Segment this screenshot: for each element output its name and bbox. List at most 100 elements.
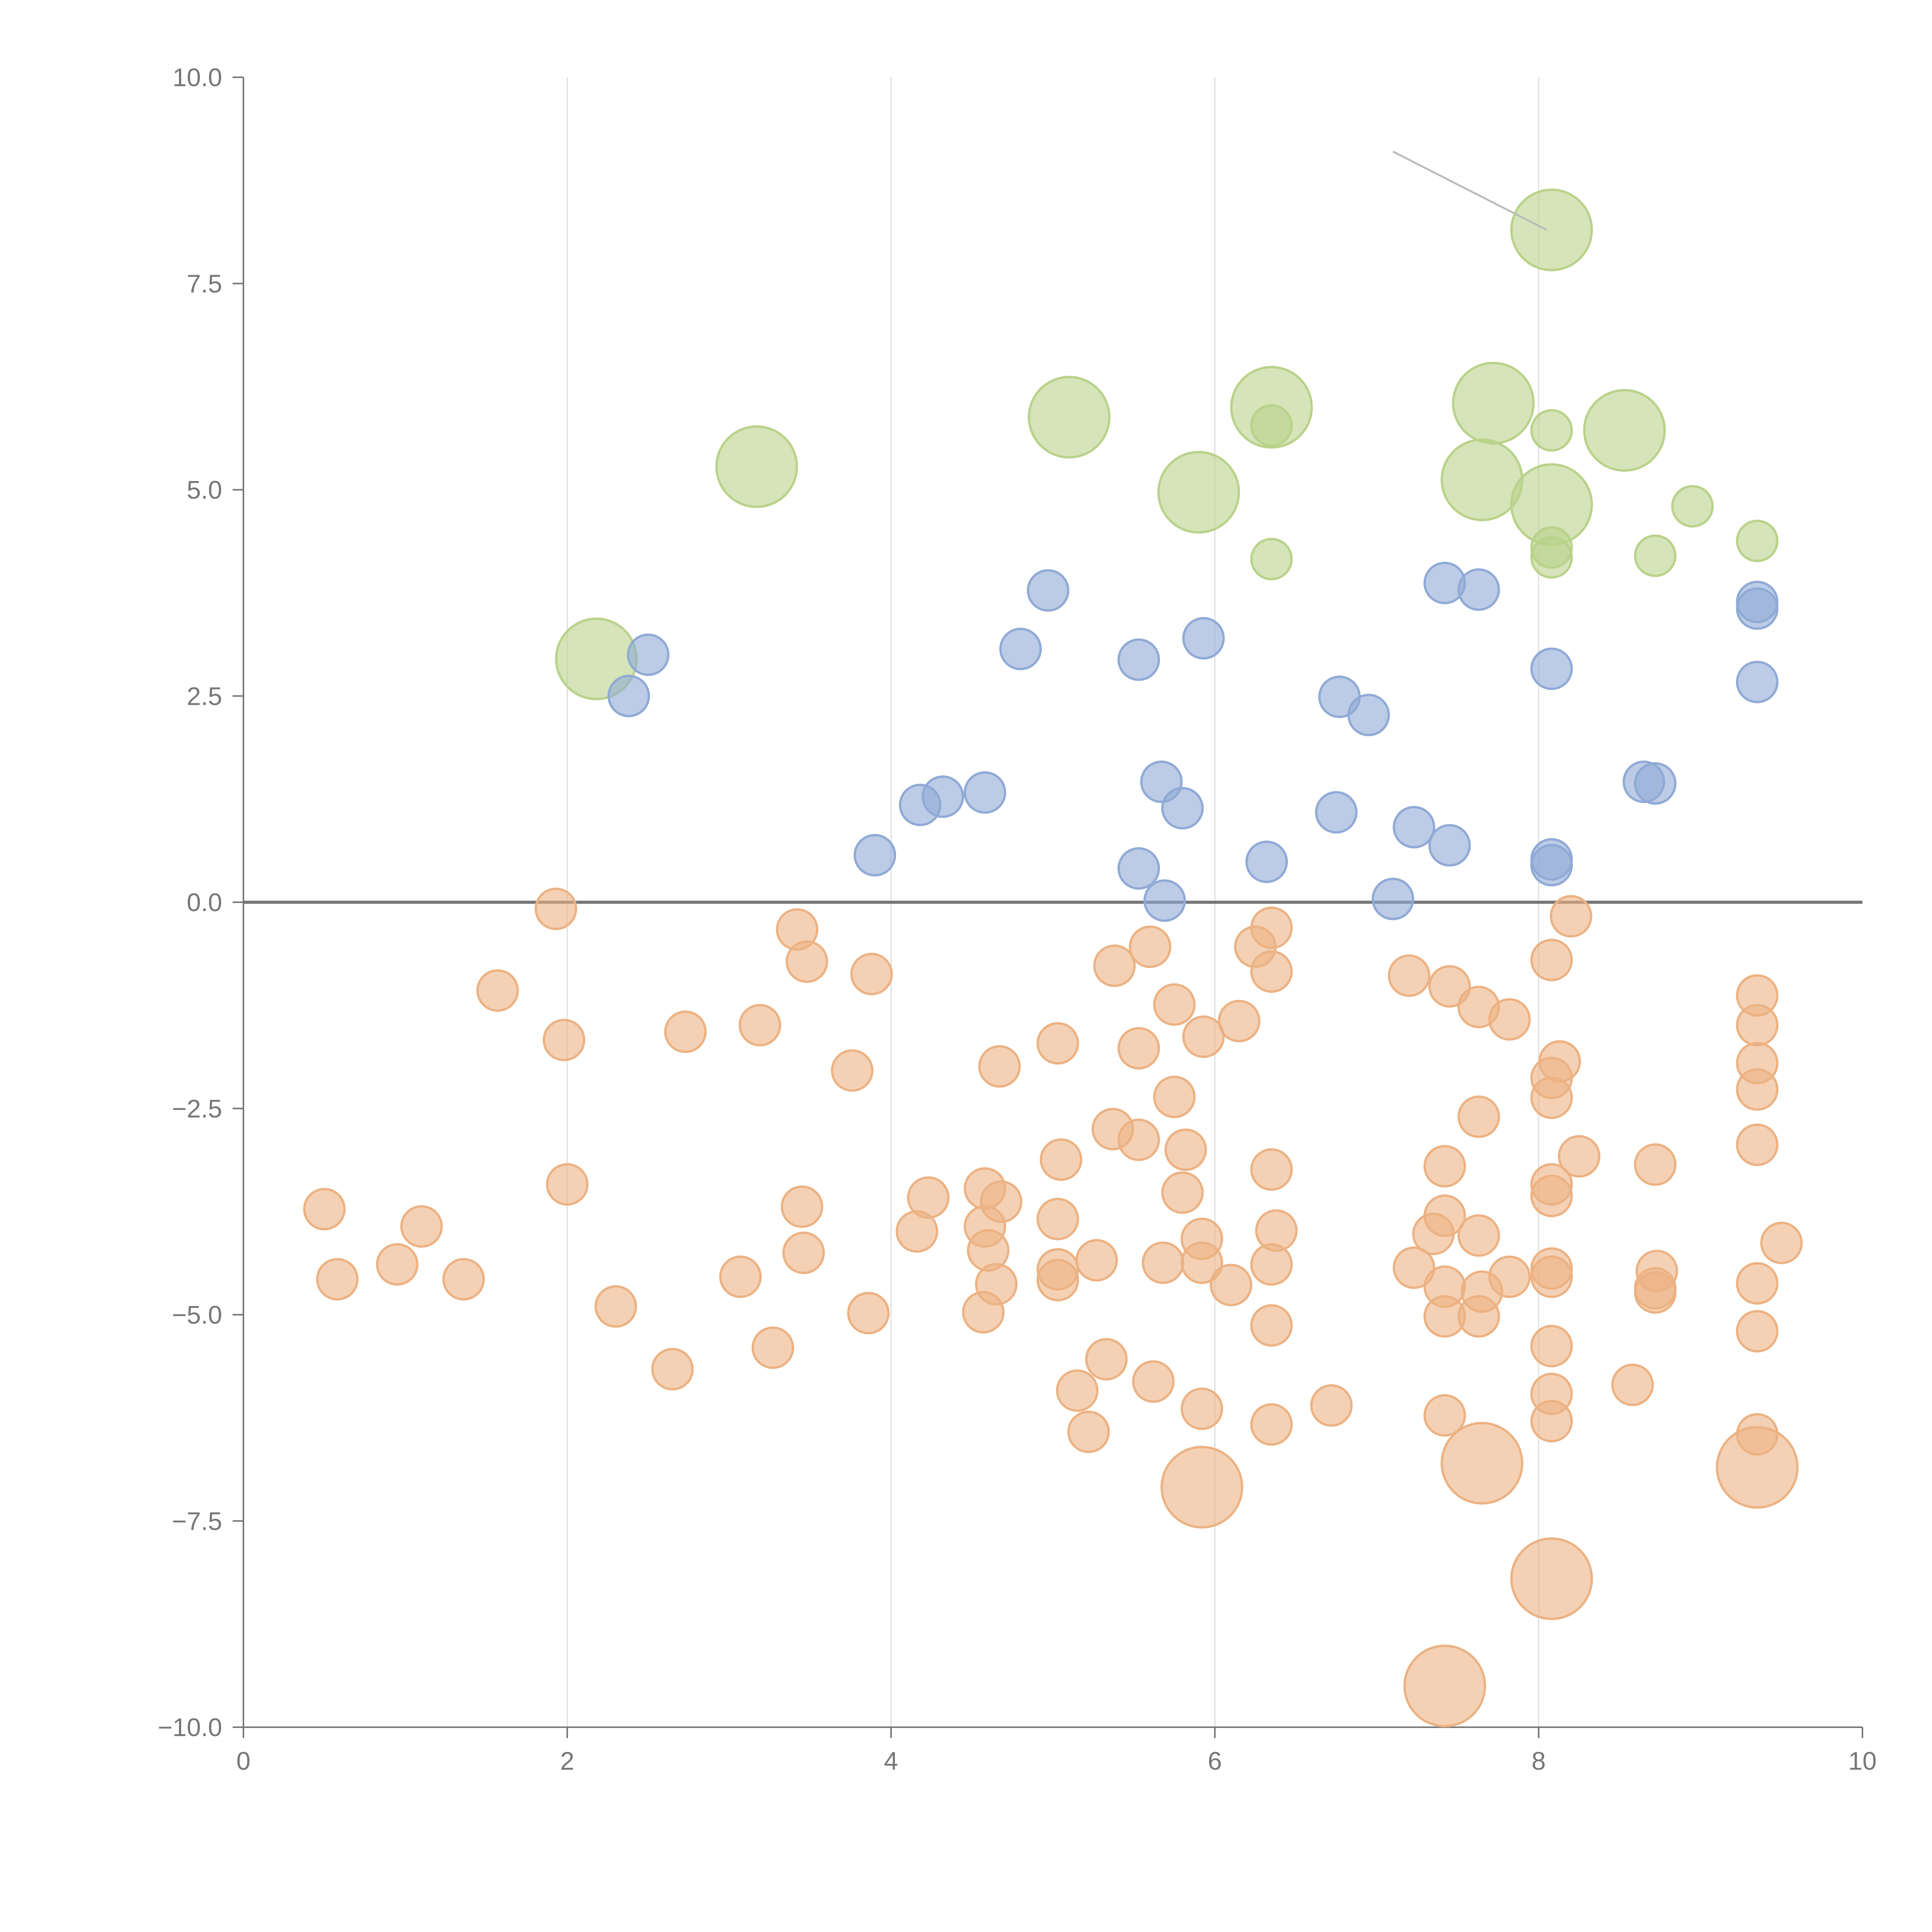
data-point-negative [1161,1171,1204,1214]
data-point-negative [1250,1243,1293,1286]
data-point-negative [907,1176,950,1219]
data-point-positive [1634,762,1677,805]
data-point-negative [1393,1246,1435,1289]
data-point-negative [782,1231,825,1274]
data-point-positive [1143,879,1186,922]
data-point-medium-green [1250,404,1293,447]
data-point-negative [1736,1068,1779,1111]
data-point-negative [476,969,519,1012]
data-point-positive [1736,587,1779,630]
data-point-negative [1530,1175,1573,1218]
data-point-negative [1132,1360,1175,1403]
data-point-negative [1423,1394,1466,1437]
data-point-negative [1085,1338,1128,1381]
data-point-negative [1129,925,1172,968]
data-point-negative [442,1258,485,1301]
data-point-negative [1530,1255,1573,1298]
data-point-large [1452,362,1535,445]
y-tick-label: 0.0 [187,888,222,917]
data-point-negative [1180,1241,1223,1284]
data-point-negative [980,1180,1022,1223]
y-tick-label: 7.5 [187,269,222,298]
data-point-negative [1549,895,1592,938]
data-point-negative [1036,1259,1079,1301]
data-point-negative [534,888,577,930]
data-point-positive [1530,844,1573,886]
data-point-negative [1153,1075,1196,1118]
data-point-negative [850,952,893,995]
data-point-negative [1423,1145,1466,1188]
data-point-negative [1180,1387,1223,1430]
data-point-negative [786,940,828,983]
data-point-negative [400,1205,443,1248]
data-point-negative [1558,1135,1600,1178]
data-point-negative [1634,1143,1677,1186]
data-point-negative [1530,1076,1573,1119]
data-point-positive [1315,791,1358,834]
data-point-negative [1530,1400,1573,1442]
y-tick-label: 5.0 [187,476,222,504]
data-point-negative [1736,1262,1779,1305]
data-point-positive [1245,840,1288,883]
data-point-positive [1182,617,1225,660]
data-point-negative [1093,944,1136,987]
data-point-negative [1153,983,1196,1026]
data-point-negative [543,1019,585,1061]
annotation-leader-line [1392,150,1548,231]
data-point-negative [664,1010,707,1053]
data-point-negative [594,1285,637,1328]
data-point-negative [1117,1118,1160,1161]
x-tick-label: 6 [1208,1747,1222,1775]
data-point-large [1440,438,1524,521]
data-point-negative [1209,1264,1252,1306]
x-tick-label: 8 [1532,1747,1546,1775]
data-point-positive [1428,824,1471,867]
data-point-medium-green [1530,409,1573,452]
data-point-negative [1164,1128,1207,1171]
data-point-medium-green [1634,534,1677,577]
data-point-positive [1736,660,1779,703]
data-point-negative [1250,1403,1293,1446]
data-point-negative [1141,1241,1184,1284]
data-point-negative [1530,939,1573,981]
data-point-large-negative [1403,1645,1486,1728]
data-point-negative [1218,1000,1260,1043]
data-point-large-negative [1160,1446,1243,1529]
axes-layer: 0 2 4 6 8 10 10.0 7.5 5.0 2.5 0.0 −2.5 −5.0 −7.5 −10.0 [158,63,1877,1775]
data-point-negative [1250,1304,1293,1347]
data-point-negative [1488,998,1531,1041]
y-tick-label: −7.5 [172,1507,222,1535]
data-point-large [1157,451,1240,534]
data-point-medium-green [1671,485,1714,528]
data-point-positive [999,628,1042,670]
data-point-negative [1736,1310,1779,1353]
data-point-negative [1250,950,1293,993]
data-point-negative [1736,1004,1779,1047]
data-point-large-negative [1510,1537,1593,1620]
data-point-negative [1250,1148,1293,1191]
data-point-large-negative [1440,1422,1524,1505]
data-point-negative [1457,1095,1500,1138]
data-point-large [1027,376,1111,459]
data-point-negative [1423,1194,1466,1237]
data-point-positive [854,834,896,877]
annotation-layer [1392,150,1548,231]
data-point-negative [1117,1027,1160,1070]
data-point-negative [1310,1384,1353,1427]
data-point-negative [962,1291,1005,1334]
data-point-negative [1611,1363,1654,1406]
y-tick-label: 2.5 [187,682,222,710]
data-point-large-negative [1716,1426,1799,1509]
data-point-positive [922,775,964,818]
data-point-positive [1117,638,1160,681]
data-point-positive [1393,806,1435,849]
data-point-positive [1117,847,1160,890]
data-point-negative [1036,1197,1079,1240]
y-tick-label: −5.0 [172,1301,222,1329]
points-layer [303,188,1803,1728]
data-point-negative [1634,1271,1677,1314]
data-point-negative [831,1049,874,1092]
data-point-negative [546,1163,588,1206]
y-tick-label: −2.5 [172,1094,222,1123]
